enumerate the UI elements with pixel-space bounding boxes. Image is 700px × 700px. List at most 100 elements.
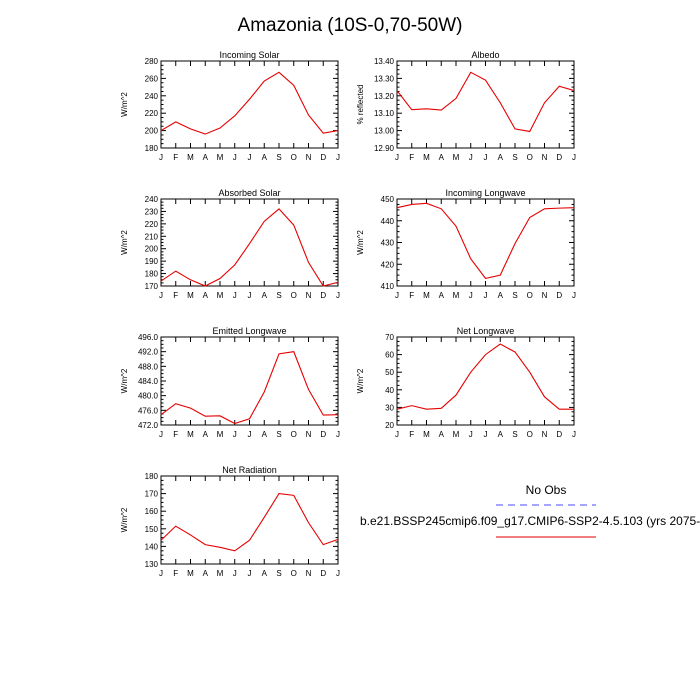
series-line: [396, 202, 575, 280]
panel-5: Emitted Longwave W/m^2 472.0 476.0 480.0 484.…: [120, 326, 340, 439]
x-tick-label: J: [469, 291, 473, 300]
panel-title: Emitted Longwave: [212, 326, 286, 336]
x-tick-label: A: [262, 153, 268, 162]
x-tick-label: S: [512, 153, 517, 162]
x-tick-label: M: [453, 291, 460, 300]
panel-title: Incoming Longwave: [445, 188, 525, 198]
y-axis-label: W/m^2: [356, 230, 365, 255]
x-tick-label: A: [498, 291, 504, 300]
x-tick-label: A: [439, 291, 445, 300]
y-tick-label: 210: [145, 232, 159, 241]
legend-title: No Obs: [526, 483, 567, 497]
x-tick-label: J: [233, 153, 237, 162]
y-axis-label: W/m^2: [120, 507, 129, 532]
x-tick-label: J: [572, 291, 576, 300]
y-tick-label: 13.10: [374, 109, 395, 118]
x-tick-label: J: [484, 291, 488, 300]
y-tick-label: 180: [145, 472, 159, 481]
legend: No Obs b.e21.BSSP245cmip6.f09_g17.CMIP6-…: [360, 483, 700, 538]
x-tick-label: J: [484, 430, 488, 439]
panel-title: Net Radiation: [222, 465, 277, 475]
x-tick-label: J: [469, 430, 473, 439]
y-tick-label: 410: [381, 282, 395, 291]
y-axis-label: W/m^2: [120, 230, 129, 255]
y-tick-label: 484.0: [138, 377, 159, 386]
x-tick-label: J: [572, 153, 576, 162]
y-tick-label: 180: [145, 270, 159, 279]
y-tick-label: 476.0: [138, 406, 159, 415]
series-line: [160, 351, 339, 425]
y-tick-label: 30: [385, 403, 394, 412]
x-tick-label: A: [262, 291, 268, 300]
x-tick-label: N: [542, 291, 548, 300]
y-tick-label: 50: [385, 368, 394, 377]
x-tick-label: S: [512, 430, 517, 439]
x-tick-label: F: [173, 569, 178, 578]
y-tick-label: 70: [385, 333, 394, 342]
y-tick-label: 260: [145, 74, 159, 83]
x-tick-label: M: [187, 153, 194, 162]
x-tick-label: J: [233, 430, 237, 439]
x-tick-label: A: [262, 569, 268, 578]
y-tick-label: 220: [145, 109, 159, 118]
x-tick-label: M: [187, 569, 194, 578]
x-tick-label: A: [203, 291, 209, 300]
x-tick-label: N: [306, 430, 312, 439]
y-tick-label: 220: [145, 220, 159, 229]
x-tick-label: J: [484, 153, 488, 162]
series-line: [396, 71, 575, 133]
y-axis-label: % reflected: [356, 84, 365, 124]
x-tick-label: A: [498, 153, 504, 162]
x-tick-label: J: [233, 569, 237, 578]
y-tick-label: 280: [145, 57, 159, 66]
series-line: [160, 71, 339, 135]
x-tick-label: J: [159, 291, 163, 300]
y-axis-label: W/m^2: [356, 368, 365, 393]
x-tick-label: D: [556, 153, 562, 162]
x-tick-label: F: [173, 153, 178, 162]
x-tick-label: D: [320, 291, 326, 300]
x-tick-label: M: [423, 291, 430, 300]
y-tick-label: 492.0: [138, 348, 159, 357]
panel-title: Net Longwave: [457, 326, 515, 336]
x-tick-label: M: [217, 430, 224, 439]
x-tick-label: N: [542, 153, 548, 162]
y-axis-label: W/m^2: [120, 92, 129, 117]
y-tick-label: 170: [145, 282, 159, 291]
y-tick-label: 480.0: [138, 392, 159, 401]
x-tick-label: J: [572, 430, 576, 439]
x-tick-label: A: [439, 430, 445, 439]
series-line: [160, 208, 339, 287]
x-tick-label: S: [512, 291, 517, 300]
x-tick-label: S: [276, 430, 281, 439]
y-tick-label: 140: [145, 542, 159, 551]
y-tick-label: 13.40: [374, 57, 395, 66]
y-tick-label: 170: [145, 490, 159, 499]
x-tick-label: N: [306, 291, 312, 300]
x-tick-label: D: [320, 153, 326, 162]
x-tick-label: F: [173, 430, 178, 439]
x-tick-label: N: [306, 153, 312, 162]
x-tick-label: A: [203, 569, 209, 578]
y-tick-label: 450: [381, 195, 395, 204]
panel-title: Absorbed Solar: [218, 188, 280, 198]
y-tick-label: 190: [145, 257, 159, 266]
x-tick-label: O: [527, 430, 533, 439]
y-tick-label: 240: [145, 92, 159, 101]
y-tick-label: 180: [145, 144, 159, 153]
x-tick-label: J: [233, 291, 237, 300]
x-tick-label: M: [423, 153, 430, 162]
x-tick-label: J: [395, 430, 399, 439]
x-tick-label: M: [453, 153, 460, 162]
x-tick-label: F: [409, 153, 414, 162]
y-tick-label: 13.30: [374, 74, 395, 83]
x-tick-label: O: [291, 430, 297, 439]
y-tick-label: 420: [381, 260, 395, 269]
panel-2: Albedo % reflected 12.90 13.00 13.10 13.20 13.…: [356, 50, 576, 162]
